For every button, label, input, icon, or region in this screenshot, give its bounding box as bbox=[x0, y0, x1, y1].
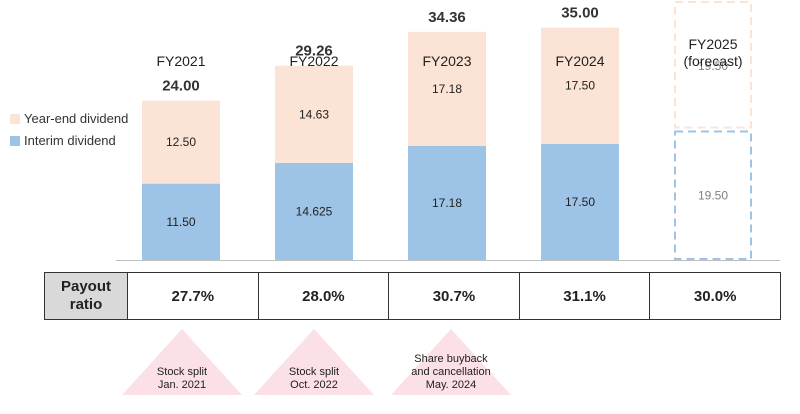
event-line: Oct. 2022 bbox=[290, 379, 338, 391]
year-end-bar bbox=[275, 65, 353, 163]
interim-bar bbox=[408, 145, 486, 260]
year-end-value-label: 17.50 bbox=[565, 79, 595, 93]
total-value-label: 29.26 bbox=[295, 43, 333, 60]
event-line: and cancellation bbox=[411, 366, 491, 378]
event-triangle bbox=[122, 329, 242, 395]
interim-value-label: 17.50 bbox=[565, 195, 595, 209]
legend-interim-label: Interim dividend bbox=[24, 133, 116, 148]
event-line: Share buyback bbox=[414, 353, 488, 365]
total-value-label: 34.36 bbox=[428, 9, 466, 26]
event-line: May. 2024 bbox=[425, 379, 477, 391]
year-end-value-label: 12.50 bbox=[166, 135, 196, 149]
event-line: Stock split bbox=[288, 366, 340, 378]
interim-bar bbox=[541, 143, 619, 260]
payout-ratio-header: Payout ratio bbox=[44, 272, 128, 320]
total-value-label: 35.00 bbox=[561, 5, 599, 22]
interim-value-label: 19.50 bbox=[698, 188, 728, 202]
fiscal-year-label-line: FY2021 bbox=[156, 53, 206, 69]
event-stock-split-2022: Stock split Oct. 2022 bbox=[254, 329, 374, 395]
payout-ratio-fy2024: 31.1% bbox=[518, 272, 651, 320]
fiscal-year-label-line: FY2022 bbox=[289, 53, 339, 69]
payout-ratio-fy2023: 30.7% bbox=[388, 272, 520, 320]
year-end-bar bbox=[541, 27, 619, 144]
payout-ratio-fy2021: 27.7% bbox=[127, 272, 259, 320]
legend-interim-swatch bbox=[10, 135, 20, 146]
fiscal-year-label-line: FY2024 bbox=[555, 53, 605, 69]
payout-ratio-row: Payout ratio 27.7% 28.0% 30.7% 31.1% 30.… bbox=[44, 272, 781, 320]
year-end-bar bbox=[408, 31, 486, 146]
year-end-value-label: 19.50 bbox=[698, 59, 728, 73]
payout-ratio-table: Payout ratio 27.7% 28.0% 30.7% 31.1% 30.… bbox=[44, 272, 781, 320]
interim-value-label: 11.50 bbox=[166, 215, 195, 229]
event-stock-split-2021: Stock split Jan. 2021 bbox=[122, 329, 242, 395]
legend-year-end: Year-end dividend bbox=[10, 111, 128, 126]
payout-ratio-fy2025: 30.0% bbox=[649, 272, 781, 320]
legend-interim: Interim dividend bbox=[10, 133, 116, 148]
fiscal-year-label-line: FY2023 bbox=[422, 53, 472, 69]
payout-ratio-fy2022: 28.0% bbox=[257, 272, 390, 320]
interim-bar bbox=[275, 162, 353, 260]
fiscal-year-label: FY2025 (forecast) bbox=[653, 36, 773, 70]
total-value-label: 24.00 bbox=[162, 78, 200, 95]
interim-value-label: 14.625 bbox=[296, 204, 333, 218]
year-end-value-label: 17.18 bbox=[432, 82, 462, 96]
interim-value-label: 17.18 bbox=[432, 196, 462, 210]
event-line: Stock split bbox=[156, 366, 208, 378]
event-share-buyback-2024: Share buyback and cancellation May. 2024 bbox=[391, 329, 511, 395]
event-triangle bbox=[254, 329, 374, 395]
fiscal-year-label: FY2022 bbox=[254, 53, 374, 70]
fiscal-year-label: FY2023 bbox=[387, 53, 507, 70]
legend-year-end-swatch bbox=[10, 113, 20, 124]
event-line: Jan. 2021 bbox=[157, 379, 207, 391]
fiscal-year-label: FY2024 bbox=[520, 53, 640, 70]
event-triangle bbox=[391, 329, 511, 395]
year-end-bar bbox=[674, 1, 752, 129]
year-end-bar bbox=[142, 100, 220, 184]
fiscal-year-label-line: (forecast) bbox=[683, 53, 743, 69]
interim-bar bbox=[142, 183, 220, 260]
fiscal-year-label-line: FY2025 bbox=[688, 36, 738, 52]
year-end-value-label: 14.63 bbox=[299, 107, 329, 121]
interim-bar bbox=[674, 130, 752, 261]
legend-year-end-label: Year-end dividend bbox=[24, 111, 129, 126]
fiscal-year-label: FY2021 bbox=[121, 53, 241, 70]
